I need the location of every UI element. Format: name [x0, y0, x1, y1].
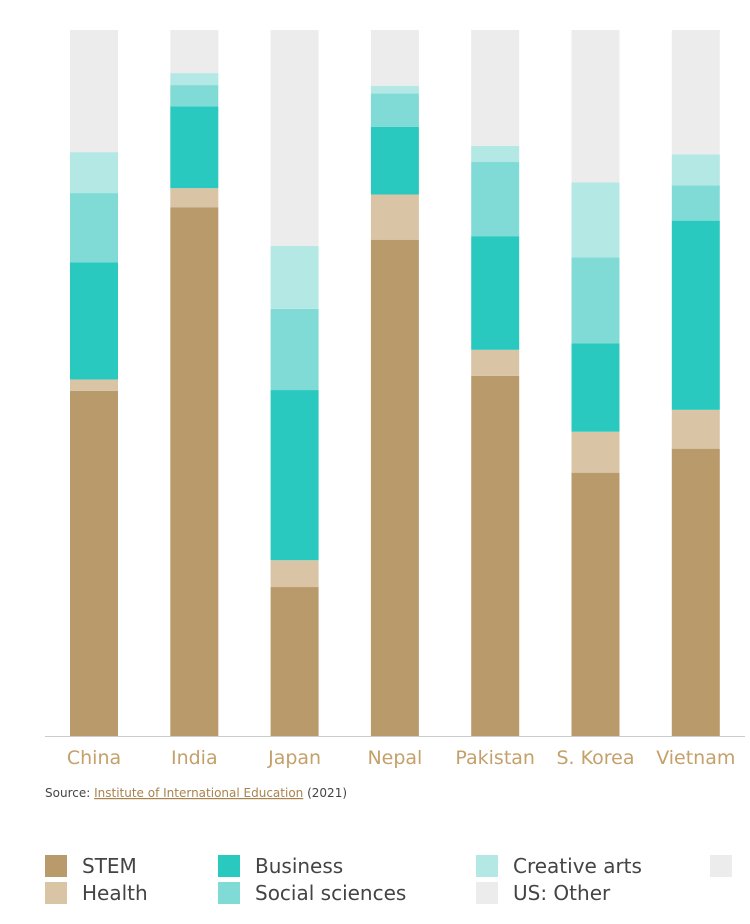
- bar-segment: [571, 431, 620, 473]
- bar-segment: [671, 154, 720, 186]
- x-tick-label: Vietnam: [656, 747, 735, 769]
- bar-segment: [270, 390, 319, 561]
- legend-swatch: [476, 855, 498, 877]
- x-tick-label: Japan: [267, 747, 321, 769]
- source-year: (2021): [307, 786, 347, 800]
- bar-segment: [270, 587, 319, 736]
- bar-segment: [370, 194, 419, 240]
- x-tick-label: Pakistan: [455, 747, 535, 769]
- x-tick-label: China: [67, 747, 121, 769]
- bar-segment: [170, 85, 219, 107]
- bar-segment: [471, 375, 520, 736]
- legend-swatch: [218, 882, 240, 904]
- bar-segment: [471, 236, 520, 350]
- bar-segment: [370, 30, 419, 86]
- bar-segment: [370, 126, 419, 195]
- bar-segment: [170, 73, 219, 86]
- bar-segment: [471, 145, 520, 163]
- legend-label: Business: [255, 854, 343, 878]
- bar-segment: [270, 246, 319, 309]
- bar-segment: [671, 409, 720, 449]
- bar-segment: [671, 185, 720, 221]
- legend-label: Social sciences: [255, 881, 406, 905]
- bar-segment: [70, 152, 118, 194]
- bar-segment: [70, 390, 118, 736]
- x-tick-label: India: [171, 747, 218, 769]
- bar-segment: [70, 30, 118, 153]
- legend-swatch: [45, 882, 67, 904]
- bar-segment: [270, 560, 319, 588]
- bar-segment: [170, 207, 219, 736]
- legend-label: Health: [82, 881, 148, 905]
- x-tick-label: Nepal: [367, 747, 422, 769]
- bar-segment: [671, 448, 720, 736]
- bar-segment: [571, 343, 620, 432]
- bar-segment: [571, 30, 620, 183]
- bar-segment: [170, 106, 219, 189]
- x-tick-label: S. Korea: [556, 747, 634, 769]
- bar-segment: [70, 262, 118, 380]
- bar-segment: [70, 193, 118, 263]
- bar-segment: [471, 30, 520, 146]
- bar-segment: [471, 349, 520, 376]
- bar-segment: [671, 220, 720, 410]
- bar-segment: [571, 182, 620, 258]
- bar-segment: [370, 93, 419, 127]
- bar-segment: [370, 239, 419, 736]
- bar-segment: [270, 30, 319, 247]
- source-link[interactable]: Institute of International Education: [94, 786, 303, 800]
- legend-swatch: [45, 855, 67, 877]
- source: Source: Institute of International Educa…: [45, 786, 347, 800]
- bar-segment: [370, 85, 419, 94]
- legend-label: US: Other: [513, 881, 611, 905]
- bar-segment: [671, 30, 720, 155]
- bar-segment: [270, 308, 319, 391]
- bar-segment: [170, 188, 219, 208]
- legend-swatch: [476, 882, 498, 904]
- bar-segment: [170, 30, 219, 74]
- bar-segment: [70, 379, 118, 391]
- legend-swatch-cut: [710, 855, 732, 877]
- bar-segment: [471, 162, 520, 237]
- source-prefix: Source:: [45, 786, 90, 800]
- legend-label: STEM: [82, 854, 137, 878]
- legend-label: Creative arts: [513, 854, 642, 878]
- bar-segment: [571, 257, 620, 344]
- bar-segment: [571, 472, 620, 736]
- legend-swatch: [218, 855, 240, 877]
